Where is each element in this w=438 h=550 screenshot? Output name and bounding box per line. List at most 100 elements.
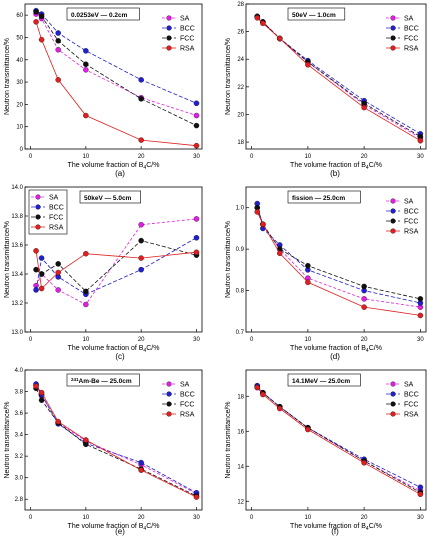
y-tick-label: 18 <box>237 140 244 146</box>
y-tick-label: 13.0 <box>11 330 23 336</box>
y-tick-label: 4.0 <box>15 368 24 374</box>
legend-swatch-marker <box>166 35 172 41</box>
data-point-rsa <box>138 467 144 473</box>
legend-swatch-marker <box>166 45 172 51</box>
x-tick-label: 30 <box>193 515 200 521</box>
data-point-bcc <box>83 48 89 54</box>
data-point-bcc <box>33 287 39 293</box>
series-bcc <box>33 234 200 298</box>
series-line-rsa <box>35 250 197 290</box>
y-tick-label: 3.0 <box>15 476 24 482</box>
legend-entry-bcc: BCC <box>180 26 195 33</box>
series-line-bcc <box>256 385 421 488</box>
legend-title-box <box>287 373 361 387</box>
data-point-rsa <box>193 142 200 149</box>
data-point-bcc <box>138 77 144 83</box>
series-rsa <box>33 383 200 500</box>
data-point-fcc <box>55 261 61 267</box>
plot-frame <box>245 186 427 333</box>
y-tick-label: 2.8 <box>15 497 24 503</box>
x-tick-label: 0 <box>29 515 33 521</box>
legend-entry-rsa: RSA <box>404 412 419 419</box>
series-sa <box>33 382 200 497</box>
data-point-fcc <box>138 96 144 102</box>
legend-entry-sa: SA <box>404 382 414 389</box>
y-tick-label: 20 <box>237 112 244 118</box>
legend-entry-rsa: RSA <box>404 46 419 53</box>
legend-swatch-marker <box>166 381 172 387</box>
legend-entry-fcc: FCC <box>180 402 194 409</box>
legend-entry-bcc: BCC <box>180 392 195 399</box>
x-tick-label: 20 <box>361 337 368 343</box>
y-tick-label: 0.9 <box>236 247 245 253</box>
legend-title-box <box>66 373 140 387</box>
y-tick-label: 22 <box>237 85 244 91</box>
legend-title: 50keV — 5.0cm <box>84 195 132 202</box>
x-tick-label: 0 <box>250 337 254 343</box>
data-point-rsa <box>254 15 260 21</box>
data-point-sa <box>193 216 200 222</box>
data-point-rsa <box>417 312 424 319</box>
legend-swatch-marker <box>35 214 41 220</box>
x-tick-label: 30 <box>417 154 424 160</box>
data-point-sa <box>55 287 61 293</box>
legend-swatch-marker <box>390 391 396 397</box>
data-point-rsa <box>83 112 89 119</box>
legend-title: fission — 25.0cm <box>292 195 345 202</box>
panel-b: 0 10 20 30 18 20 22 24 26 28 The volume fraction o… <box>225 2 427 178</box>
y-tick-label: 10 <box>16 125 23 131</box>
legend-swatch-marker <box>390 218 396 224</box>
series-rsa <box>33 248 200 292</box>
series-sa <box>254 13 424 141</box>
legend-title: 0.0253eV — 0.2cm <box>71 12 128 19</box>
data-point-fcc <box>33 9 39 15</box>
panel-label: (d) <box>330 352 340 361</box>
series-rsa <box>254 15 424 144</box>
data-point-fcc <box>138 237 144 244</box>
series-line-sa <box>35 13 197 116</box>
y-axis-label: Neutron transmittance/% <box>4 221 11 298</box>
data-point-fcc <box>55 38 61 44</box>
x-tick-label: 0 <box>29 154 33 160</box>
y-tick-label: 28 <box>237 2 244 8</box>
y-axis-label: Neutron transmittance/% <box>225 221 232 298</box>
series-line-rsa <box>35 385 197 498</box>
data-point-bcc <box>193 234 200 241</box>
legend: 0.0253eV — 0.2cm SA BCC FCC RSA <box>66 7 195 53</box>
x-tick-label: 10 <box>83 515 90 521</box>
series-line-fcc <box>35 240 197 292</box>
panel-a: 0 10 20 30 0 10 20 30 40 50 60 The volume fraction … <box>4 3 203 178</box>
y-tick-label: 26 <box>237 30 244 36</box>
data-point-bcc <box>417 484 424 490</box>
y-tick-label: 3.2 <box>15 454 24 460</box>
legend-swatch-marker <box>166 411 172 417</box>
data-point-rsa <box>55 269 61 276</box>
y-tick-label: 30 <box>16 80 23 86</box>
legend-title: 14.1MeV — 25.0cm <box>292 378 350 385</box>
panel-label: (f) <box>331 527 339 536</box>
legend-swatch-marker <box>166 25 172 31</box>
legend-swatch-marker <box>390 198 396 204</box>
x-tick-label: 0 <box>29 337 33 343</box>
x-axis-label: The volume fraction of B4C/% <box>68 162 160 171</box>
legend-entry-bcc: BCC <box>49 205 64 212</box>
x-tick-label: 30 <box>193 154 200 160</box>
data-point-fcc <box>417 296 424 302</box>
x-axis-label: The volume fraction of B4C/% <box>68 523 160 532</box>
x-tick-label: 20 <box>361 154 368 160</box>
legend-swatch-marker <box>390 208 396 214</box>
x-tick-label: 20 <box>138 337 145 343</box>
y-tick-label: 13.2 <box>11 301 23 307</box>
y-axis-label: Neutron transmittance/% <box>4 401 11 478</box>
data-point-fcc <box>38 271 45 277</box>
data-point-bcc <box>55 30 61 36</box>
data-point-rsa <box>38 36 45 43</box>
x-tick-label: 10 <box>83 154 90 160</box>
legend-entry-sa: SA <box>49 195 59 202</box>
x-tick-label: 20 <box>138 515 145 521</box>
x-tick-label: 10 <box>305 154 312 160</box>
data-point-bcc <box>138 459 144 466</box>
data-point-rsa <box>55 418 61 425</box>
y-axis-label: Neutron transmittance/% <box>225 401 232 478</box>
data-point-rsa <box>83 250 89 257</box>
